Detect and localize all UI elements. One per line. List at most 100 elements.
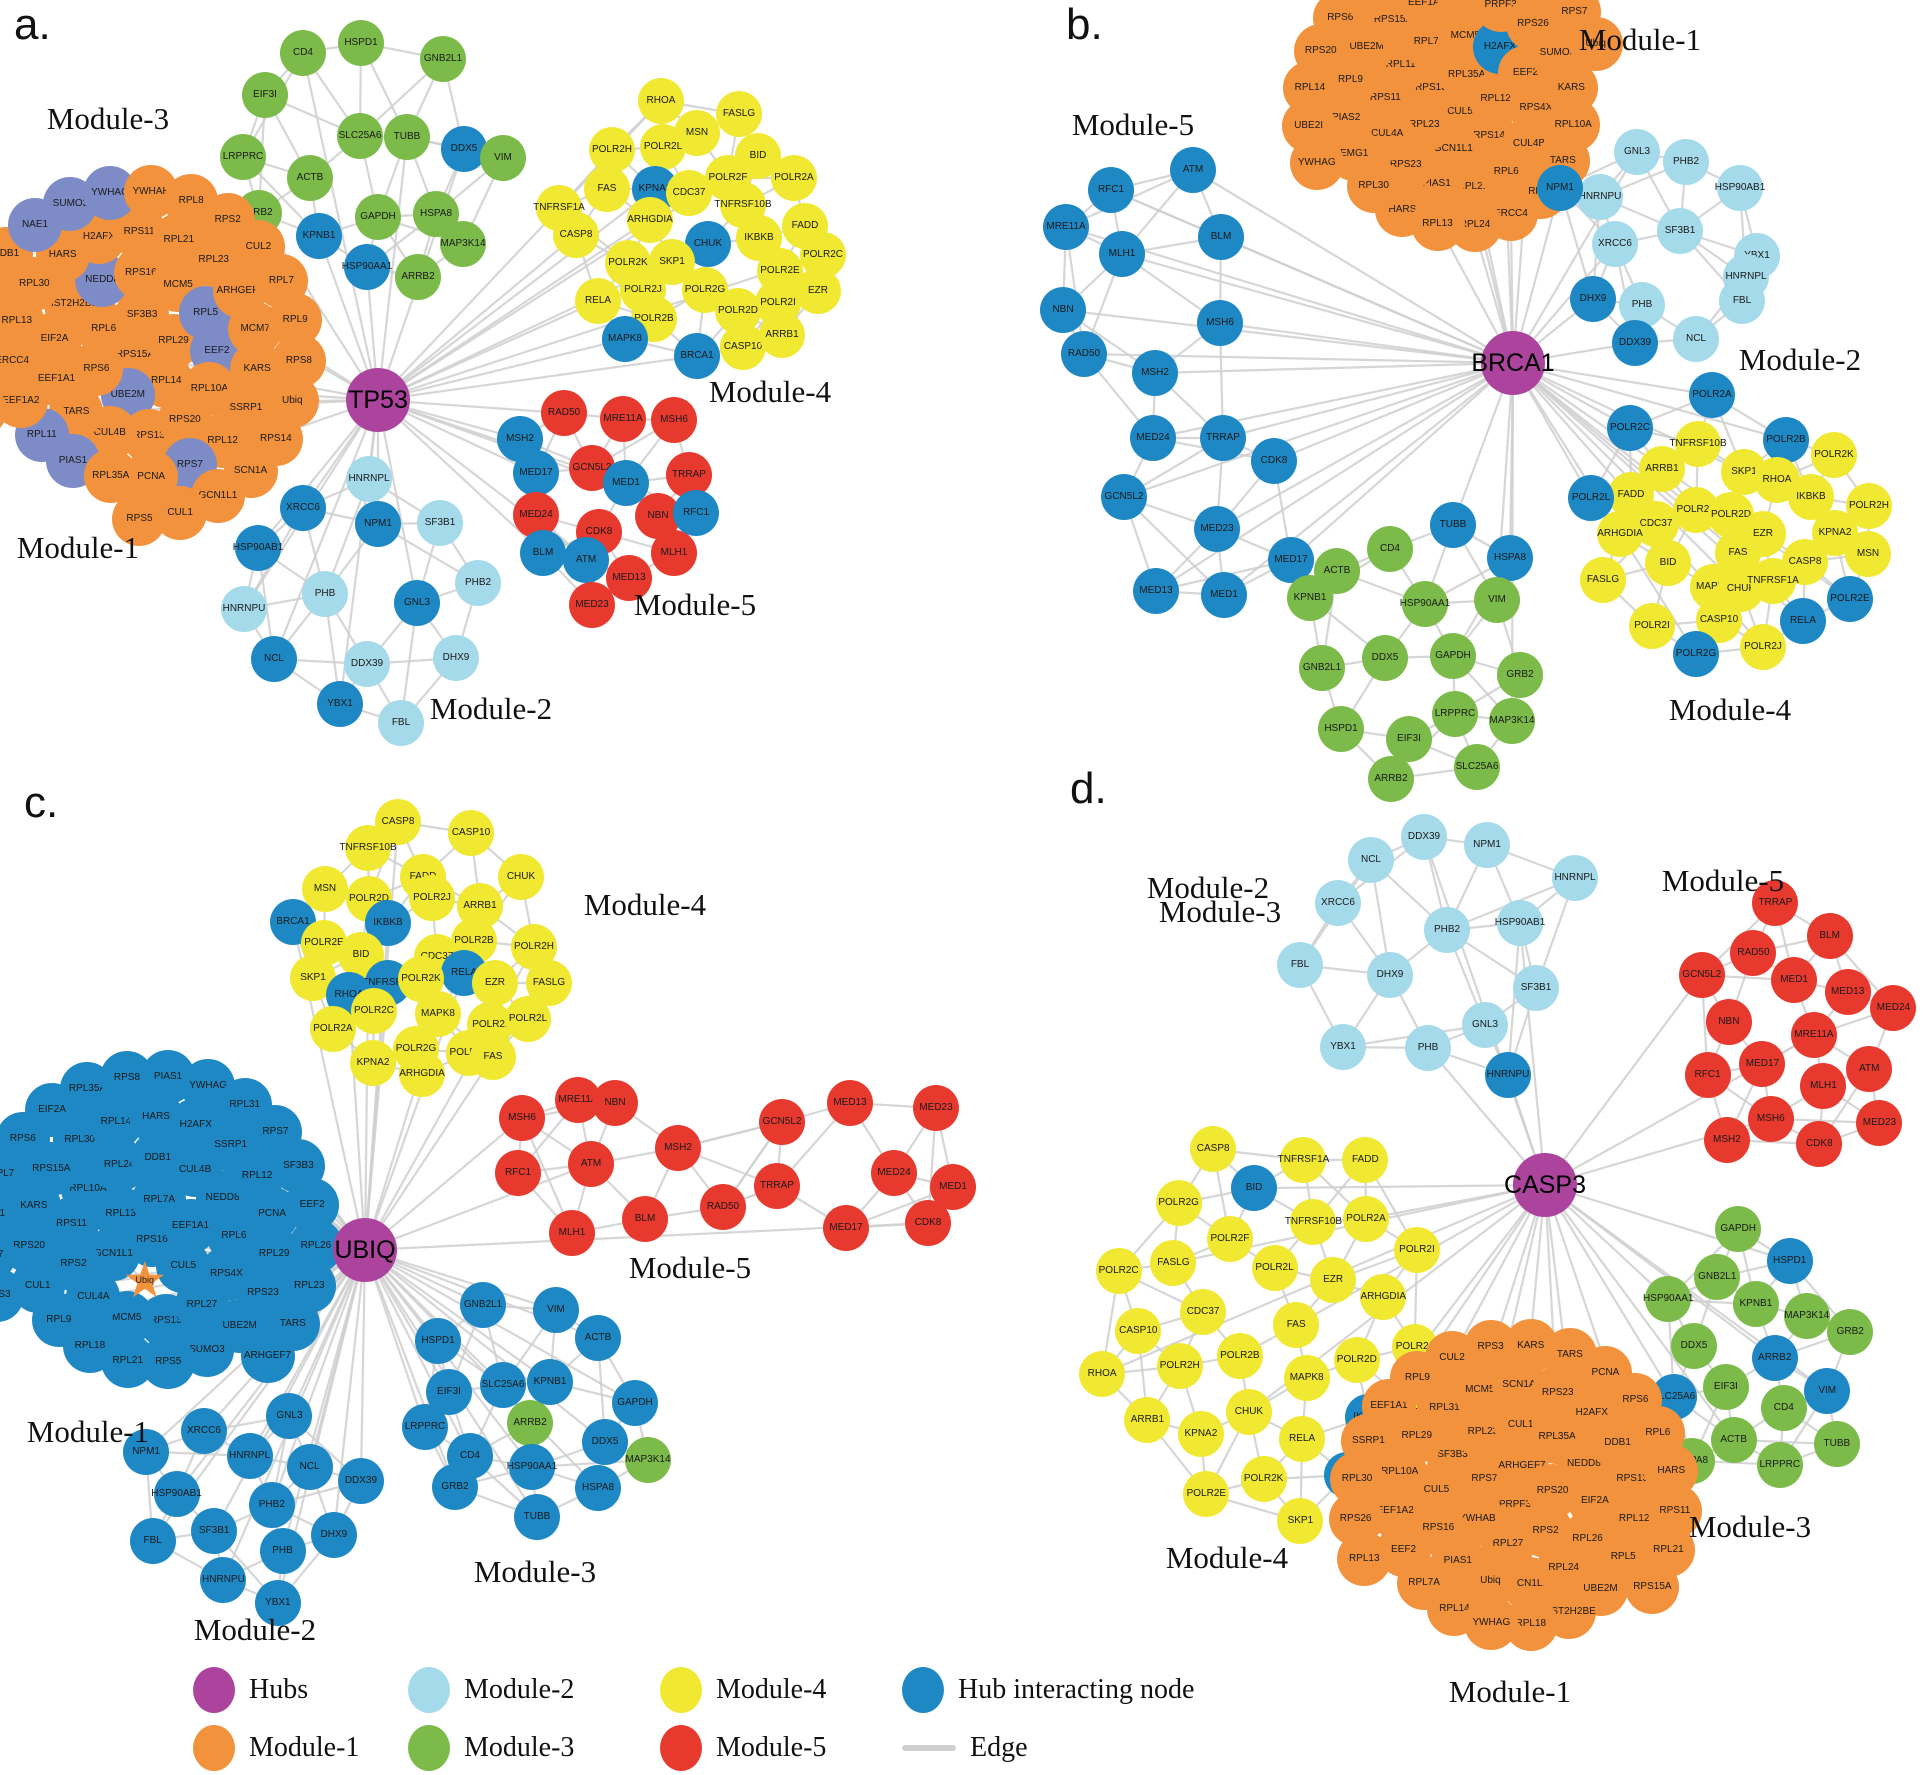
network-node[interactable]: TNFRSF10B [339,825,397,871]
network-node[interactable]: EZR [1310,1257,1357,1304]
network-node[interactable]: MSN [1845,531,1891,577]
network-node[interactable]: SLC25A6 [337,113,383,159]
network-node[interactable]: RELA [1780,598,1826,644]
network-node[interactable]: ARRB1 [1639,446,1685,492]
network-node[interactable]: GNL3 [394,580,440,626]
network-node[interactable]: XRCC6 [280,485,326,531]
network-node[interactable]: KPNB1 [296,213,342,259]
network-node[interactable]: NCL [286,1443,333,1490]
network-node[interactable]: DHX9 [310,1512,357,1559]
network-node[interactable]: POLR2I [1629,603,1675,649]
network-node[interactable]: ATM [568,1141,614,1187]
network-node[interactable]: TNFRSF1A [1747,558,1799,604]
ubiq-star-node[interactable]: ★ Ubiq [118,1253,172,1307]
network-node[interactable]: SF3B1 [1513,965,1559,1011]
network-node[interactable]: TUBB [1430,502,1476,548]
network-node[interactable]: RHOA [1079,1351,1126,1398]
network-node[interactable]: POLR2I [1393,1226,1440,1273]
network-node[interactable]: DHX9 [433,635,479,681]
network-node[interactable]: SLC25A6 [1454,744,1500,790]
network-node[interactable]: MAP3K14 [625,1437,671,1483]
network-node[interactable]: HSP90AB1 [1715,165,1765,211]
network-node[interactable]: CASP10 [448,810,494,856]
network-node[interactable]: GNB2L1 [460,1282,506,1328]
network-node[interactable]: MED1 [1201,572,1247,618]
network-node[interactable]: GAPDH [1430,633,1476,679]
network-node[interactable]: NPM1 [355,501,401,547]
network-node[interactable]: RAD50 [1730,929,1777,976]
network-node[interactable]: KPNB1 [1732,1281,1779,1328]
hub-node[interactable]: BRCA1 [1471,331,1555,395]
network-node[interactable]: HSPA8 [575,1465,621,1511]
network-node[interactable]: POLR2A [1689,372,1735,418]
network-node[interactable]: ARHGEF7 [240,1329,295,1384]
network-node[interactable]: TUBB [514,1494,560,1540]
network-node[interactable]: NBN [1040,287,1086,333]
network-node[interactable]: RPL21 [100,1333,155,1388]
network-node[interactable]: BRCA1 [674,333,720,379]
network-node[interactable]: NBN [592,1080,638,1126]
network-node[interactable]: LRPPRC [1756,1441,1803,1488]
network-node[interactable]: FASLG [1150,1239,1197,1286]
network-node[interactable]: HNRNPL [346,456,392,502]
network-node[interactable]: PHB2 [1663,139,1709,185]
network-node[interactable]: ACTB [575,1315,621,1361]
network-node[interactable]: CHUK [498,854,544,900]
network-node[interactable]: VIM [480,135,526,181]
network-node[interactable]: HNRNPU [1485,1052,1531,1098]
network-node[interactable]: HSPD1 [338,20,384,66]
network-node[interactable]: RAD50 [1061,331,1107,377]
network-node[interactable]: ARRB1 [759,312,805,358]
network-node[interactable]: MED13 [827,1080,873,1126]
network-node[interactable]: SKP1 [1277,1498,1324,1545]
network-node[interactable]: RPS15A [1625,1559,1680,1614]
network-node[interactable]: GRB2 [1497,652,1543,698]
network-node[interactable]: DDX5 [441,126,487,172]
network-node[interactable]: GNL3 [1614,129,1660,175]
network-node[interactable]: MSH6 [499,1095,545,1141]
network-node[interactable]: GNL3 [1462,1002,1508,1048]
network-node[interactable]: LRPPRC [220,134,266,180]
network-node[interactable]: CD4 [1760,1384,1807,1431]
network-node[interactable]: CDK8 [905,1200,951,1246]
network-node[interactable]: POLR2L [1568,475,1614,521]
network-node[interactable]: ARHGDIA [1360,1274,1407,1321]
network-node[interactable]: BID [1645,540,1691,586]
network-node[interactable]: PHB [302,571,348,617]
network-node[interactable]: MED17 [823,1205,869,1251]
network-node[interactable]: FBL [378,700,424,746]
network-node[interactable]: MAP3K14 [1489,698,1535,744]
network-node[interactable]: HSP90AA1 [1400,581,1450,627]
network-node[interactable]: MAPK8 [602,316,648,362]
network-node[interactable]: POLR2G [1673,631,1719,677]
network-node[interactable]: SF3B1 [417,500,463,546]
network-node[interactable]: MED23 [913,1085,959,1131]
network-node[interactable]: MRE11A [555,1077,601,1123]
network-node[interactable]: ACTB [287,155,333,201]
network-node[interactable]: EIF3I [1702,1363,1749,1410]
network-node[interactable]: ARHGDIA [399,1051,445,1097]
network-node[interactable]: MSH2 [1132,350,1178,396]
network-node[interactable]: ATM [1846,1045,1893,1092]
network-node[interactable]: XRCC6 [180,1408,227,1455]
network-node[interactable]: YBX1 [317,681,363,727]
network-node[interactable]: MED24 [1870,985,1917,1032]
network-node[interactable]: FASLG [1580,557,1626,603]
network-node[interactable]: PHB [1405,1025,1451,1071]
network-node[interactable]: RFC1 [673,490,719,536]
network-node[interactable]: GAPDH [1715,1206,1762,1253]
network-node[interactable]: MSN [302,866,348,912]
network-node[interactable]: POLR2C [351,988,397,1034]
network-node[interactable]: FBL [129,1517,176,1564]
network-node[interactable]: MCM7 [0,1227,16,1282]
network-node[interactable]: BLM [622,1196,668,1242]
network-node[interactable]: MED17 [1739,1041,1786,1088]
network-node[interactable]: POLR2E [1183,1471,1230,1518]
network-node[interactable]: HSP90AA1 [507,1444,557,1490]
network-node[interactable]: FASLG [526,960,572,1006]
network-node[interactable]: RELA [1279,1415,1326,1462]
network-node[interactable]: POLR2G [1155,1180,1202,1227]
network-node[interactable]: BLM [1198,214,1244,260]
network-node[interactable]: MED24 [871,1150,917,1196]
network-node[interactable]: NPM1 [1464,822,1510,868]
